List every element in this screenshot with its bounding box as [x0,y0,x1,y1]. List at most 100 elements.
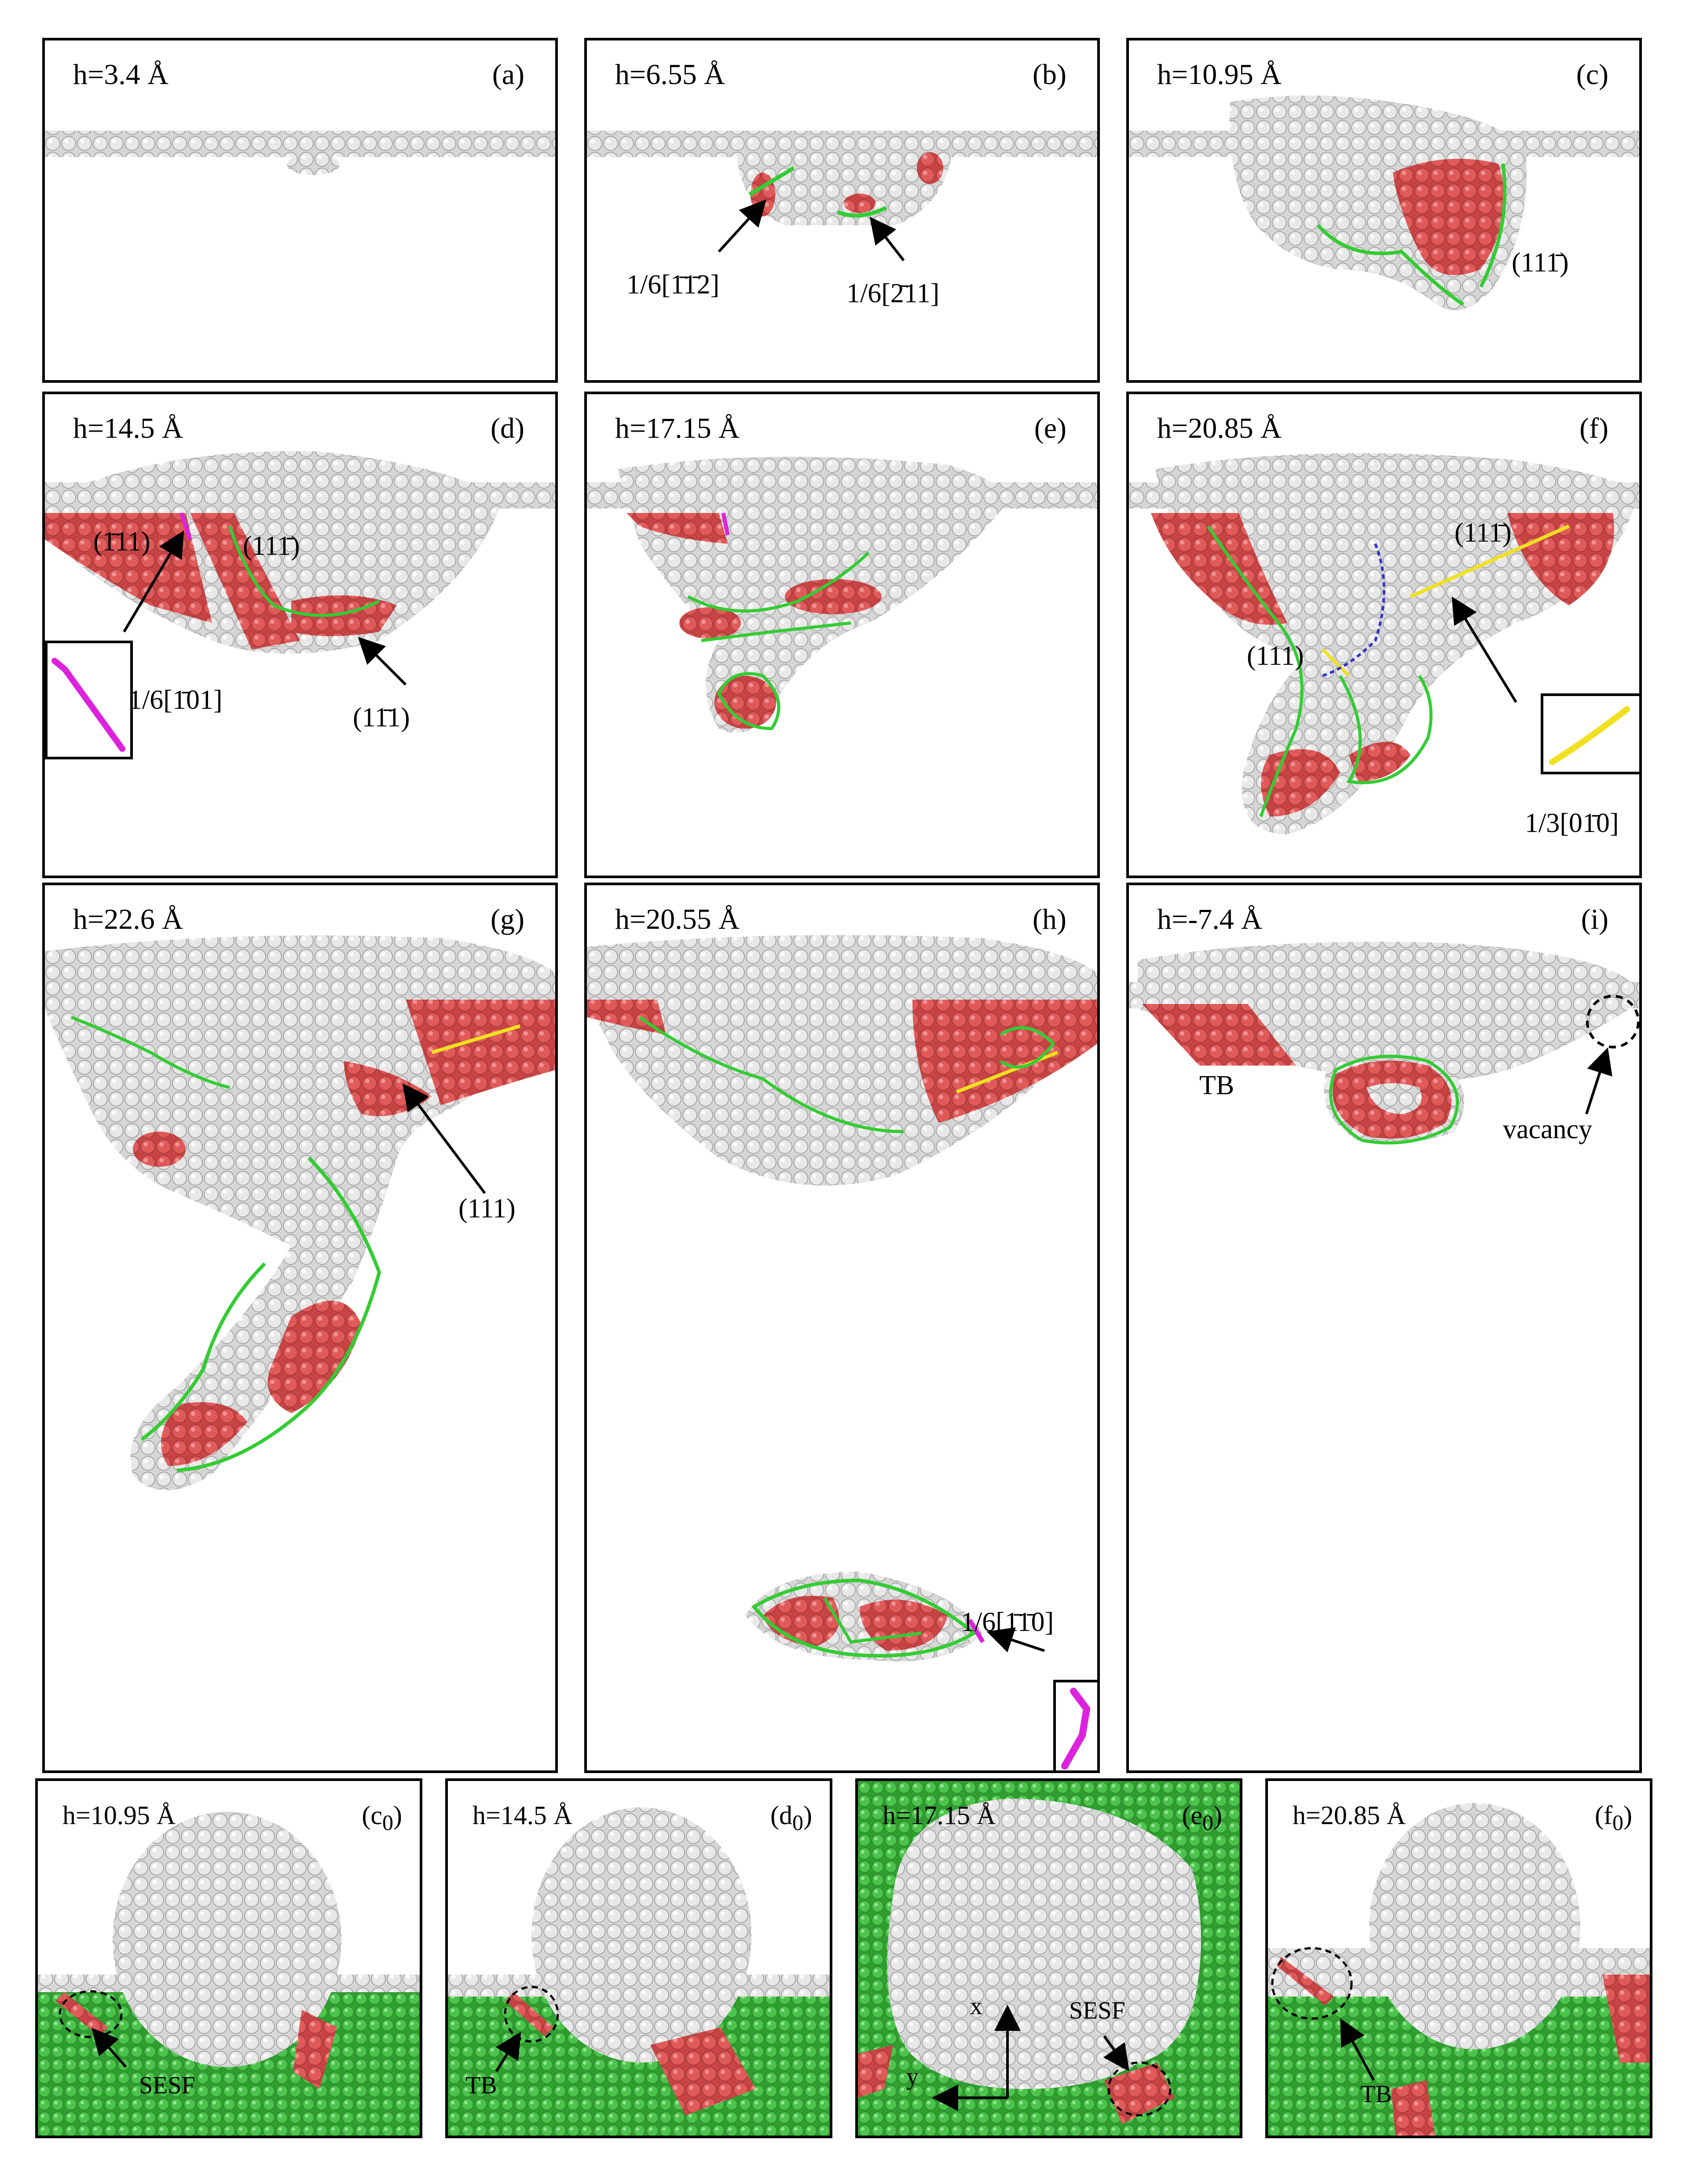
panel-h: h=20.55 Å (h) 1/6[1̄1̄0] [584,883,1100,1773]
partial-dislocation-line [228,525,380,617]
partial-dislocation-line [638,1016,904,1133]
partial-dislocation-line [1000,1026,1055,1069]
depth-label: h=17.15 Å [615,412,740,444]
stacking-fault-region [785,579,882,614]
axis-y-label: y [906,2063,919,2090]
stacking-fault-region [1333,1060,1452,1139]
depth-label: h=14.5 Å [473,1801,573,1830]
depth-label: h=3.4 Å [73,59,168,91]
tag-subscript: 0 [1612,1810,1624,1835]
panel-tag: (c0) [362,1800,402,1835]
other-dislocation [1322,543,1385,677]
stair-rod-segment [51,658,125,752]
plane-label: (111̄) [1512,248,1569,278]
plane-label: (11̄1) [353,703,410,733]
indenter-sphere [887,1799,1201,2089]
indenter-sphere [531,1807,751,2063]
panel-d0-diagram [448,1807,830,2136]
panel-b-diagram [587,131,1097,261]
fault-label: TB [465,2072,497,2099]
annotation-arrow [123,530,184,633]
panel-f0: h=20.85 Å (f0) TB [1265,1778,1652,2138]
annotation-arrow [869,216,905,261]
partial-dislocation-line [140,1262,266,1441]
partial-dislocation-line [751,1578,977,1658]
panel-a-diagram [45,131,555,175]
tag-close: ) [1623,1801,1632,1830]
tag-letter: (c [362,1801,383,1830]
panel-tag: (f) [1579,412,1608,444]
plane-label: (111) [1247,641,1304,671]
panel-tag: (h) [1033,903,1066,935]
stair-rod-segment [1061,1688,1091,1770]
partial-dislocation-line [1338,675,1433,784]
axis-x-label: x [970,1993,982,2020]
indent-cluster [45,935,555,1490]
vacancy-marker [1586,995,1639,1048]
annotation-arrow [402,1083,486,1194]
fault-label: TB [1360,2081,1392,2108]
annotation-arrow [986,1627,1045,1653]
panel-g-diagram [45,935,555,1490]
twin-boundary-region [1142,1004,1296,1066]
partial-dislocation-line [1316,224,1465,306]
stacking-fault-region [1104,2063,1175,2124]
partial-dislocation-line [837,205,887,218]
depth-label: h=20.55 Å [615,903,740,935]
panel-a: h=3.4 Å (a) [42,38,558,383]
fault-marker [59,1990,123,2038]
depth-label: h=-7.4 Å [1157,903,1262,935]
panel-tag: (d) [491,412,524,444]
panel-tag: (i) [1581,903,1608,935]
stacking-fault-region [650,2027,756,2115]
partial-dislocation-line [823,1597,922,1644]
partial-dislocation-line [748,166,795,196]
indenter-sphere [113,1812,341,2067]
indent-cluster [287,154,340,175]
stacking-fault-region [133,1132,186,1167]
annotation-arrow [92,2027,127,2068]
depth-label: h=10.95 Å [62,1801,176,1830]
plane-label: (111̄) [243,531,300,561]
panel-tag: (b) [1033,59,1066,91]
surface-layer [45,131,555,157]
plane-label: (1̄11) [93,527,150,557]
depth-label: h=14.5 Å [73,412,183,444]
tag-subscript: 0 [1202,1810,1214,1835]
tag-close: ) [1213,1801,1222,1830]
stacking-fault-region [293,2010,337,2089]
panel-tag: (e0) [1182,1800,1222,1835]
stair-rod-dislocation [967,1619,985,1643]
panel-d0: h=14.5 Å (d0) TB [445,1778,832,2138]
fault-label: SESF [139,2072,195,2099]
panel-tag: (e) [1034,412,1066,444]
panel-tag: (d0) [770,1800,812,1835]
panel-c-diagram [1129,95,1639,311]
hirth-dislocation [1321,648,1350,677]
panel-e0-diagram [858,1781,1240,2136]
stair-rod-dislocation [721,513,730,535]
hirth-segment [1549,706,1630,765]
panel-d: h=14.5 Å (d) (1̄11) (111̄) 1/6[1̄01] (11… [42,392,558,878]
fault-marker [1107,2061,1172,2117]
burgers-vector-label: 1/3[01̄0] [1525,808,1619,838]
panel-f-diagram [1129,453,1639,834]
tag-subscript: 0 [382,1810,394,1835]
partial-dislocation-line [1329,1055,1459,1145]
stacking-fault-region [1151,513,1287,625]
panel-g: h=22.6 Å (g) (111) [42,883,558,1773]
panel-e: h=17.15 Å (e) [584,392,1100,878]
stacking-fault-region [587,1000,666,1035]
vacancy-label: vacancy [1503,1114,1593,1144]
tag-subscript: 0 [792,1810,804,1835]
stacking-fault-region [1602,1975,1650,2063]
burgers-vector-label: 1/6[2̄11] [846,278,940,308]
stacking-fault-region [1393,158,1505,275]
tag-close: ) [393,1801,402,1830]
fault-marker [1271,1947,1353,2020]
partial-dislocation-line [1207,525,1304,817]
stacking-fault-region [267,1301,362,1413]
stacking-fault-region [1349,742,1410,781]
annotation-arrow [718,199,767,253]
tag-letter: (f [1595,1801,1613,1830]
